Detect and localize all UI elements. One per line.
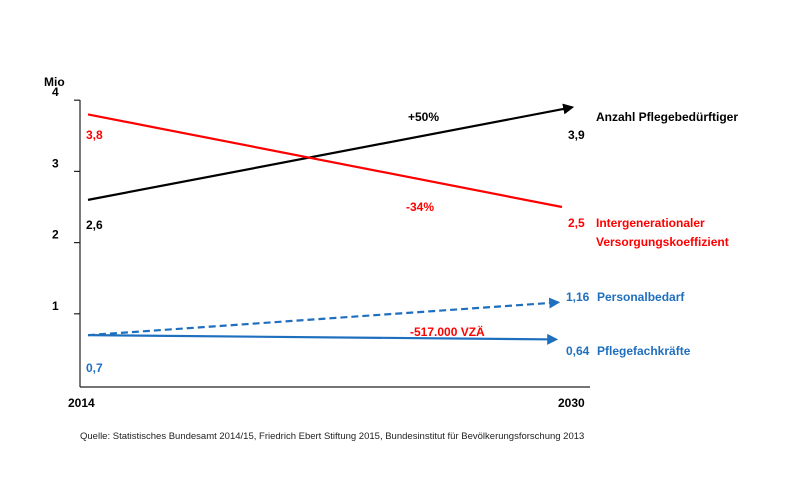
label-start-versorgungskoeffizient: 3,8: [86, 128, 103, 142]
label-end-value-pflegefachkraefte: 0,64: [566, 344, 590, 358]
label-end-value-versorgungskoeffizient: 2,5: [568, 216, 585, 230]
x-tick-label-2030: 2030: [558, 396, 585, 410]
series-line-versorgungskoeffizient: [87, 113, 563, 209]
y-tick-label-1: 1: [52, 299, 59, 313]
label-start-pflegebeduerftige: 2,6: [86, 218, 103, 232]
y-tick-label-2: 2: [52, 228, 59, 242]
y-tick-label-3: 3: [52, 156, 59, 170]
label-name-pflegefachkraefte: Pflegefachkräfte: [597, 344, 691, 358]
y-tick-label-4: 4: [52, 85, 59, 99]
label-name-line1-versorgungskoeffizient: Intergenerationaler: [596, 216, 705, 230]
label-end-value-personalbedarf: 1,16: [566, 290, 590, 304]
y-ticks: 1 2 3 4: [52, 85, 80, 315]
y-axis-unit-label: Mio: [44, 75, 65, 89]
label-change-pflegebeduerftige: +50%: [408, 110, 439, 124]
label-start-pflegefachkraefte: 0,7: [86, 361, 103, 375]
source-note: Quelle: Statistisches Bundesamt 2014/15,…: [80, 431, 584, 442]
label-change-versorgungskoeffizient: -34%: [406, 200, 434, 214]
series-line-pflegebeduerftige: [87, 103, 575, 201]
label-name-pflegebeduerftige: Anzahl Pflegebedürftiger: [596, 110, 738, 124]
gap-annotation: -517.000 VZÄ: [410, 324, 485, 339]
series-line-personalbedarf: [87, 297, 561, 337]
label-name-line2-versorgungskoeffizient: Versorgungskoeffizient: [596, 235, 729, 249]
label-end-pflegebeduerftige: 3,9: [568, 128, 585, 142]
x-tick-label-2014: 2014: [68, 396, 95, 410]
series-line-pflegefachkraefte: [87, 333, 559, 345]
label-name-personalbedarf: Personalbedarf: [597, 290, 685, 304]
